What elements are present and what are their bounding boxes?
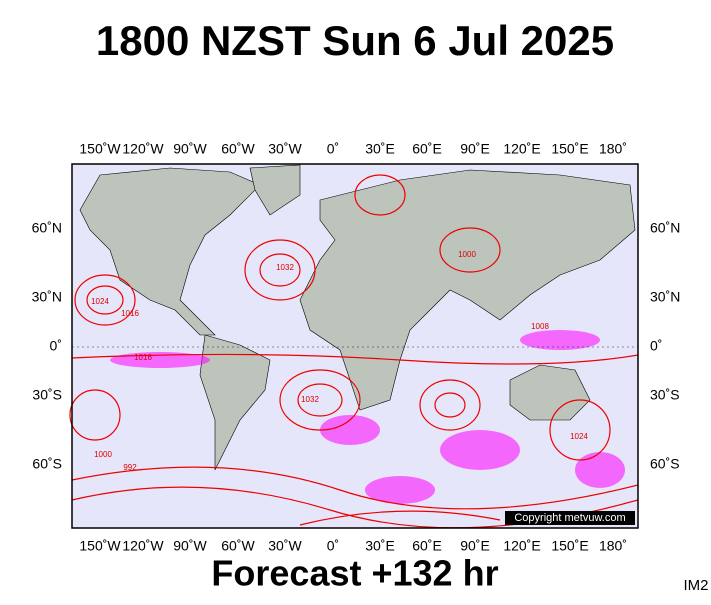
isobar-label: 1024 [570, 432, 588, 441]
right-lat-label: 30˚N [650, 289, 680, 305]
right-lat-label: 60˚S [650, 456, 680, 472]
top-lon-label: 180˚ [599, 141, 627, 157]
bottom-lon-label: 120˚W [122, 538, 164, 554]
top-lon-label: 30˚W [268, 141, 302, 157]
title: 1800 NZST Sun 6 Jul 2025 [96, 17, 614, 64]
isobar-label: 992 [123, 463, 137, 472]
bottom-lon-label: 0˚ [327, 538, 339, 554]
copyright-bg [505, 511, 635, 525]
top-lon-label: 90˚E [460, 141, 490, 157]
isobars [69, 174, 639, 529]
map: Copyright metvuw.com [69, 163, 639, 529]
isobar-label: 1016 [134, 353, 152, 362]
bottom-lon-label: 30˚E [365, 538, 395, 554]
isobar-label: 1032 [301, 395, 319, 404]
bottom-lon-label: 90˚W [173, 538, 207, 554]
right-lat-label: 0˚ [650, 338, 662, 354]
copyright: Copyright metvuw.com [514, 512, 625, 524]
bottom-lon-label: 90˚E [460, 538, 490, 554]
right-lat-label: 30˚S [650, 387, 680, 403]
isobar-label: 1000 [458, 250, 476, 259]
top-lon-label: 120˚E [503, 141, 540, 157]
top-lon-label: 90˚W [173, 141, 207, 157]
top-lon-label: 0˚ [327, 141, 339, 157]
bottom-lon-label: 60˚E [412, 538, 442, 554]
left-lat-label: 30˚S [32, 387, 62, 403]
bottom-lon-label: 150˚W [79, 538, 121, 554]
top-lon-label: 150˚E [551, 141, 588, 157]
isobar-label: 1008 [531, 322, 549, 331]
isobar-label: 1016 [121, 309, 139, 318]
land [79, 164, 636, 471]
isobar-label: 1024 [91, 297, 109, 306]
left-lat-label: 60˚N [32, 220, 62, 236]
top-lon-label: 30˚E [365, 141, 395, 157]
left-lat-label: 30˚N [32, 289, 62, 305]
right-lat-label: 60˚N [650, 220, 680, 236]
labels: 150˚W 120˚W 90˚W 60˚W 30˚W 0˚ 30˚E 60˚E 90˚E 120˚… [32, 141, 681, 554]
image-id: IM2 [683, 577, 708, 594]
isobar-label: 1032 [276, 263, 294, 272]
top-lon-label: 60˚E [412, 141, 442, 157]
bottom-lon-label: 180˚ [599, 538, 627, 554]
top-lon-label: 60˚W [221, 141, 255, 157]
isobar-label: 1000 [94, 450, 112, 459]
left-lat-label: 60˚S [32, 456, 62, 472]
top-lon-label: 150˚W [79, 141, 121, 157]
bottom-lon-label: 30˚W [268, 538, 302, 554]
bottom-lon-label: 150˚E [551, 538, 588, 554]
left-lat-label: 0˚ [50, 338, 62, 354]
bottom-lon-label: 120˚E [503, 538, 540, 554]
bottom-lon-label: 60˚W [221, 538, 255, 554]
forecast: Forecast +132 hr [211, 553, 498, 594]
map-frame [71, 163, 639, 529]
precip [110, 330, 625, 504]
top-lon-label: 120˚W [122, 141, 164, 157]
